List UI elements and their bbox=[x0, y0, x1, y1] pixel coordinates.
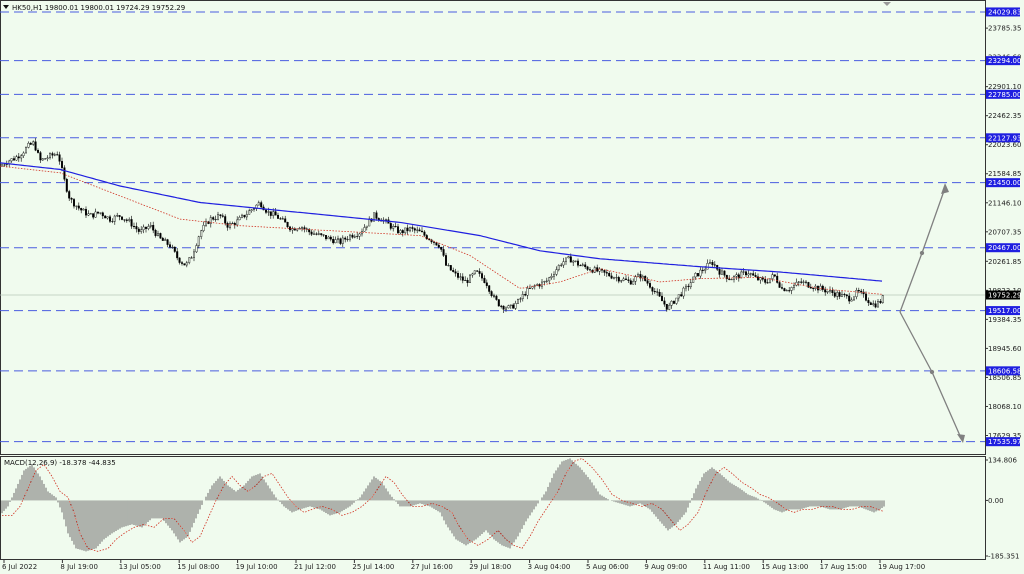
macd-axis: 134.806 0.00 -185.351 bbox=[985, 457, 1019, 561]
level-label: 17535.97 bbox=[988, 438, 1021, 446]
level-label: 22127.93 bbox=[988, 134, 1021, 142]
level-label-bg bbox=[986, 306, 1020, 316]
level-label-bg bbox=[986, 89, 1020, 99]
level-label: 21450.00 bbox=[988, 179, 1021, 187]
time-tick-label: 15 Aug 13:00 bbox=[761, 563, 808, 571]
level-label-bg bbox=[986, 56, 1020, 66]
price-tick-label: 17629.35 bbox=[988, 432, 1021, 440]
time-tick-label: 6 Jul 2022 bbox=[2, 563, 37, 571]
macd-tick-label: 134.806 bbox=[988, 457, 1017, 465]
time-tick-label: 19 Jul 10:00 bbox=[236, 563, 278, 571]
level-label-bg bbox=[986, 7, 1020, 17]
time-tick-label: 5 Aug 06:00 bbox=[586, 563, 629, 571]
projection-arrows[interactable] bbox=[899, 183, 965, 443]
price-axis[interactable]: 23785.3523346.6022901.1022462.3522023.60… bbox=[985, 25, 1021, 440]
symbol-info: HK50,H1 19800.01 19800.01 19724.29 19752… bbox=[12, 4, 185, 12]
macd-panel-frame bbox=[0, 456, 986, 560]
current-price-label: 19752.29 bbox=[986, 290, 1021, 300]
moving-average-fast bbox=[0, 165, 883, 295]
level-label: 23294.00 bbox=[988, 57, 1021, 65]
time-tick-label: 13 Jul 05:00 bbox=[119, 563, 161, 571]
level-label-bg bbox=[986, 437, 1020, 447]
time-tick-label: 21 Jul 12:00 bbox=[294, 563, 336, 571]
price-tick-label: 21584.85 bbox=[988, 170, 1021, 178]
time-tick-label: 11 Aug 11:00 bbox=[703, 563, 750, 571]
level-label: 19517.00 bbox=[988, 307, 1021, 315]
moving-average-slow bbox=[0, 162, 883, 282]
time-tick-label: 15 Jul 08:00 bbox=[177, 563, 219, 571]
level-label-bg bbox=[986, 243, 1020, 253]
horizontal-levels[interactable] bbox=[0, 11, 985, 443]
price-tick-label: 18068.10 bbox=[988, 403, 1021, 411]
price-tick-label: 22462.35 bbox=[988, 112, 1021, 120]
price-tick-label: 20261.85 bbox=[988, 258, 1021, 266]
price-tick-label: 23785.35 bbox=[988, 25, 1021, 33]
price-panel-frame bbox=[0, 0, 986, 455]
shift-marker-icon[interactable] bbox=[883, 2, 891, 6]
time-tick-label: 27 Jul 16:00 bbox=[411, 563, 453, 571]
time-tick-label: 29 Jul 18:00 bbox=[469, 563, 511, 571]
svg-text:19752.29: 19752.29 bbox=[988, 292, 1021, 300]
level-label-bg bbox=[986, 366, 1020, 376]
triangle-down-icon[interactable] bbox=[3, 5, 9, 9]
price-tick-label: 22023.60 bbox=[988, 141, 1021, 149]
price-tick-label: 18506.85 bbox=[988, 374, 1021, 382]
level-label-bg bbox=[986, 133, 1020, 143]
price-tick-label: 20707.35 bbox=[988, 228, 1021, 236]
macd-signal-line bbox=[2, 457, 885, 552]
level-label: 22785.00 bbox=[988, 91, 1021, 99]
level-label: 18606.58 bbox=[988, 367, 1021, 375]
price-tick-label: 19384.35 bbox=[988, 316, 1021, 324]
time-tick-label: 25 Jul 14:00 bbox=[352, 563, 394, 571]
candlesticks bbox=[1, 138, 884, 313]
macd-tick-label: 0.00 bbox=[988, 497, 1004, 505]
time-tick-label: 8 Jul 19:00 bbox=[60, 563, 98, 571]
price-tick-label: 18945.60 bbox=[988, 345, 1021, 353]
time-tick-label: 9 Aug 09:00 bbox=[644, 563, 687, 571]
arrow-down-head bbox=[957, 434, 965, 443]
time-tick-label: 3 Aug 04:00 bbox=[528, 563, 571, 571]
level-price-labels: 24029.83 23294.00 22785.00 22127.93 21450.00… bbox=[986, 7, 1021, 447]
level-label: 24029.83 bbox=[988, 8, 1021, 16]
level-label-bg bbox=[986, 178, 1020, 188]
macd-header: MACD(12,26,9) -18.378 -44.835 bbox=[4, 459, 116, 467]
time-tick-label: 19 Aug 17:00 bbox=[878, 563, 925, 571]
arrow-up-head bbox=[941, 183, 949, 194]
macd-histogram bbox=[1, 458, 885, 552]
price-tick-label: 22901.10 bbox=[988, 83, 1021, 91]
time-tick-label: 17 Aug 15:00 bbox=[820, 563, 867, 571]
time-axis[interactable]: 6 Jul 2022 8 Jul 19:00 13 Jul 05:00 15 Jul … bbox=[2, 560, 925, 571]
macd-tick-label: -185.351 bbox=[988, 553, 1019, 561]
price-tick-label: 21146.10 bbox=[988, 199, 1021, 207]
level-label: 20467.00 bbox=[988, 244, 1021, 252]
